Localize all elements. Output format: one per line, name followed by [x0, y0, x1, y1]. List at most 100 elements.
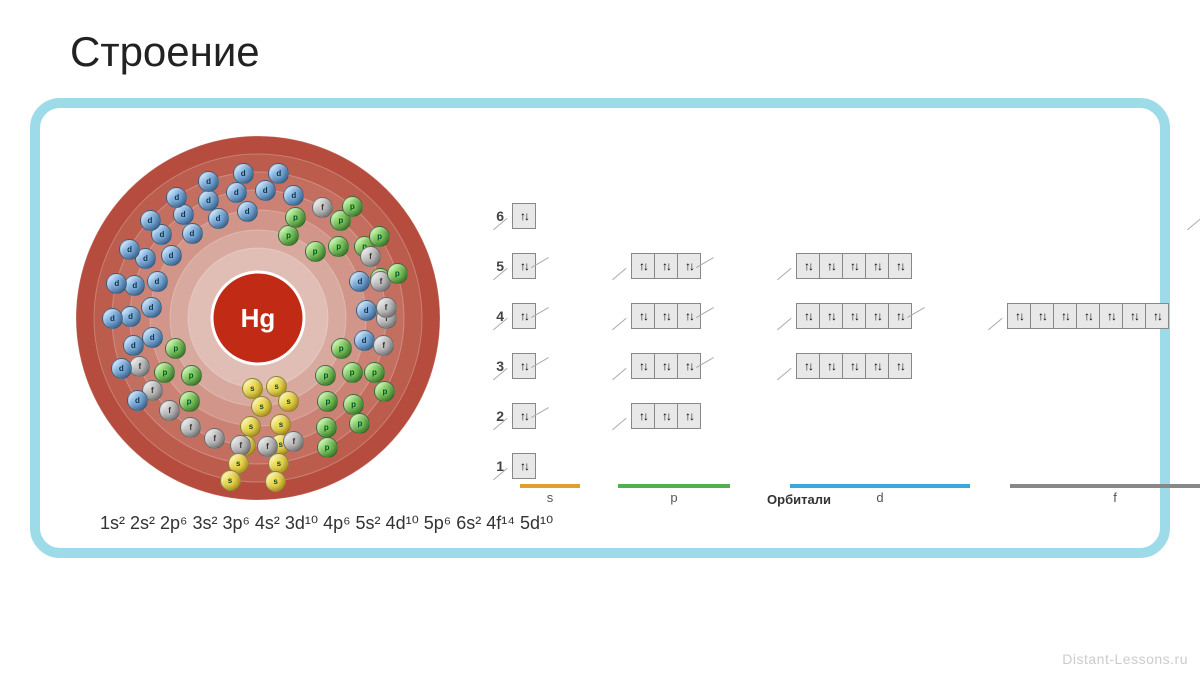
subshell-p	[631, 253, 700, 279]
orbital-cell	[865, 253, 889, 279]
electron-configuration: 1s² 2s² 2p⁶ 3s² 3p⁶ 4s² 3d¹⁰ 4p⁶ 5s² 4d¹…	[100, 513, 553, 534]
electron-f: f	[373, 335, 394, 356]
svg-text:Hg: Hg	[241, 303, 276, 333]
orbital-cell	[819, 303, 843, 329]
orbital-cell	[654, 303, 678, 329]
electron-f: f	[180, 417, 201, 438]
electron-d: d	[354, 330, 375, 351]
subshell-p	[631, 353, 700, 379]
orbital-label-s: s	[547, 490, 554, 505]
orbital-cell	[677, 403, 701, 429]
electron-d: d	[161, 245, 182, 266]
electron-p: p	[331, 338, 352, 359]
subshell-s	[512, 203, 535, 229]
orbital-row: 6	[476, 198, 583, 234]
orbital-cell	[631, 253, 655, 279]
orbital-row	[676, 198, 1200, 234]
subshell-p	[631, 303, 700, 329]
orbital-cell	[677, 253, 701, 279]
subshell-s	[512, 253, 535, 279]
orbital-segment-f	[1010, 484, 1200, 488]
orbital-cell	[796, 253, 820, 279]
content-frame: Hg ssssppppppssppppppddddddddddssppppppd…	[30, 98, 1170, 558]
electron-d: d	[141, 297, 162, 318]
orbital-segment-d	[790, 484, 970, 488]
orbital-cell	[819, 353, 843, 379]
page-title: Строение	[0, 0, 1200, 76]
electron-f: f	[312, 197, 333, 218]
orbital-label-p: p	[670, 490, 677, 505]
electron-p: p	[317, 391, 338, 412]
orbital-cell	[631, 403, 655, 429]
electron-p: p	[317, 437, 338, 458]
electron-s: s	[220, 470, 241, 491]
electron-d: d	[198, 171, 219, 192]
subshell-d	[796, 353, 911, 379]
orbital-cell	[1030, 303, 1054, 329]
electron-d: d	[142, 327, 163, 348]
orbital-cell	[796, 353, 820, 379]
orbital-cell	[1076, 303, 1100, 329]
orbital-cell	[654, 403, 678, 429]
electron-d: d	[123, 335, 144, 356]
electron-d: d	[233, 163, 254, 184]
orbital-cell	[512, 353, 536, 379]
electron-f: f	[360, 246, 381, 267]
orbital-cell	[677, 353, 701, 379]
orbital-cell	[1122, 303, 1146, 329]
orbital-cell	[865, 303, 889, 329]
orbital-chart: 123456 spdf Орбитали	[476, 128, 1132, 534]
orbital-cell	[631, 353, 655, 379]
orbital-row: 3	[476, 348, 959, 384]
electron-d: d	[255, 180, 276, 201]
orbital-cell	[888, 303, 912, 329]
electron-d: d	[147, 271, 168, 292]
electron-p: p	[315, 365, 336, 386]
orbital-cell	[512, 303, 536, 329]
atom-diagram: Hg ssssppppppssppppppddddddddddssppppppd…	[68, 128, 448, 534]
subshell-d	[796, 303, 911, 329]
electron-p: p	[179, 391, 200, 412]
electron-d: d	[102, 308, 123, 329]
orbital-segment-s	[520, 484, 580, 488]
orbital-row: 5	[476, 248, 959, 284]
orbital-cell	[819, 253, 843, 279]
orbital-cell	[654, 253, 678, 279]
orbital-row: 2	[476, 398, 748, 434]
subshell-s	[512, 353, 535, 379]
orbital-axis: spdf Орбитали	[510, 474, 1122, 514]
orbital-cell	[654, 353, 678, 379]
electron-p: p	[328, 236, 349, 257]
orbital-cell	[842, 253, 866, 279]
subshell-f	[1007, 303, 1168, 329]
subshell-s	[512, 303, 535, 329]
orbital-cell	[512, 203, 536, 229]
electron-d: d	[140, 210, 161, 231]
orbital-cell	[888, 353, 912, 379]
electron-p: p	[316, 417, 337, 438]
orbital-cell	[677, 303, 701, 329]
watermark: Distant-Lessons.ru	[1062, 651, 1188, 667]
electron-d: d	[226, 182, 247, 203]
electron-d: d	[198, 190, 219, 211]
electron-s: s	[278, 391, 299, 412]
orbital-label-d: d	[876, 490, 883, 505]
electron-p: p	[387, 263, 408, 284]
orbital-axis-label: Орбитали	[767, 492, 831, 507]
orbital-cell	[1007, 303, 1031, 329]
orbital-row: 4	[476, 298, 1200, 334]
electron-d: d	[127, 390, 148, 411]
subshell-p	[631, 403, 700, 429]
orbital-cell	[1099, 303, 1123, 329]
orbital-cell	[796, 303, 820, 329]
orbital-cell	[512, 403, 536, 429]
electron-d: d	[111, 358, 132, 379]
electron-p: p	[305, 241, 326, 262]
orbital-segment-p	[618, 484, 730, 488]
electron-p: p	[342, 196, 363, 217]
electron-p: p	[342, 362, 363, 383]
subshell-s	[512, 403, 535, 429]
electron-f: f	[159, 400, 180, 421]
orbital-cell	[842, 353, 866, 379]
electron-p: p	[181, 365, 202, 386]
